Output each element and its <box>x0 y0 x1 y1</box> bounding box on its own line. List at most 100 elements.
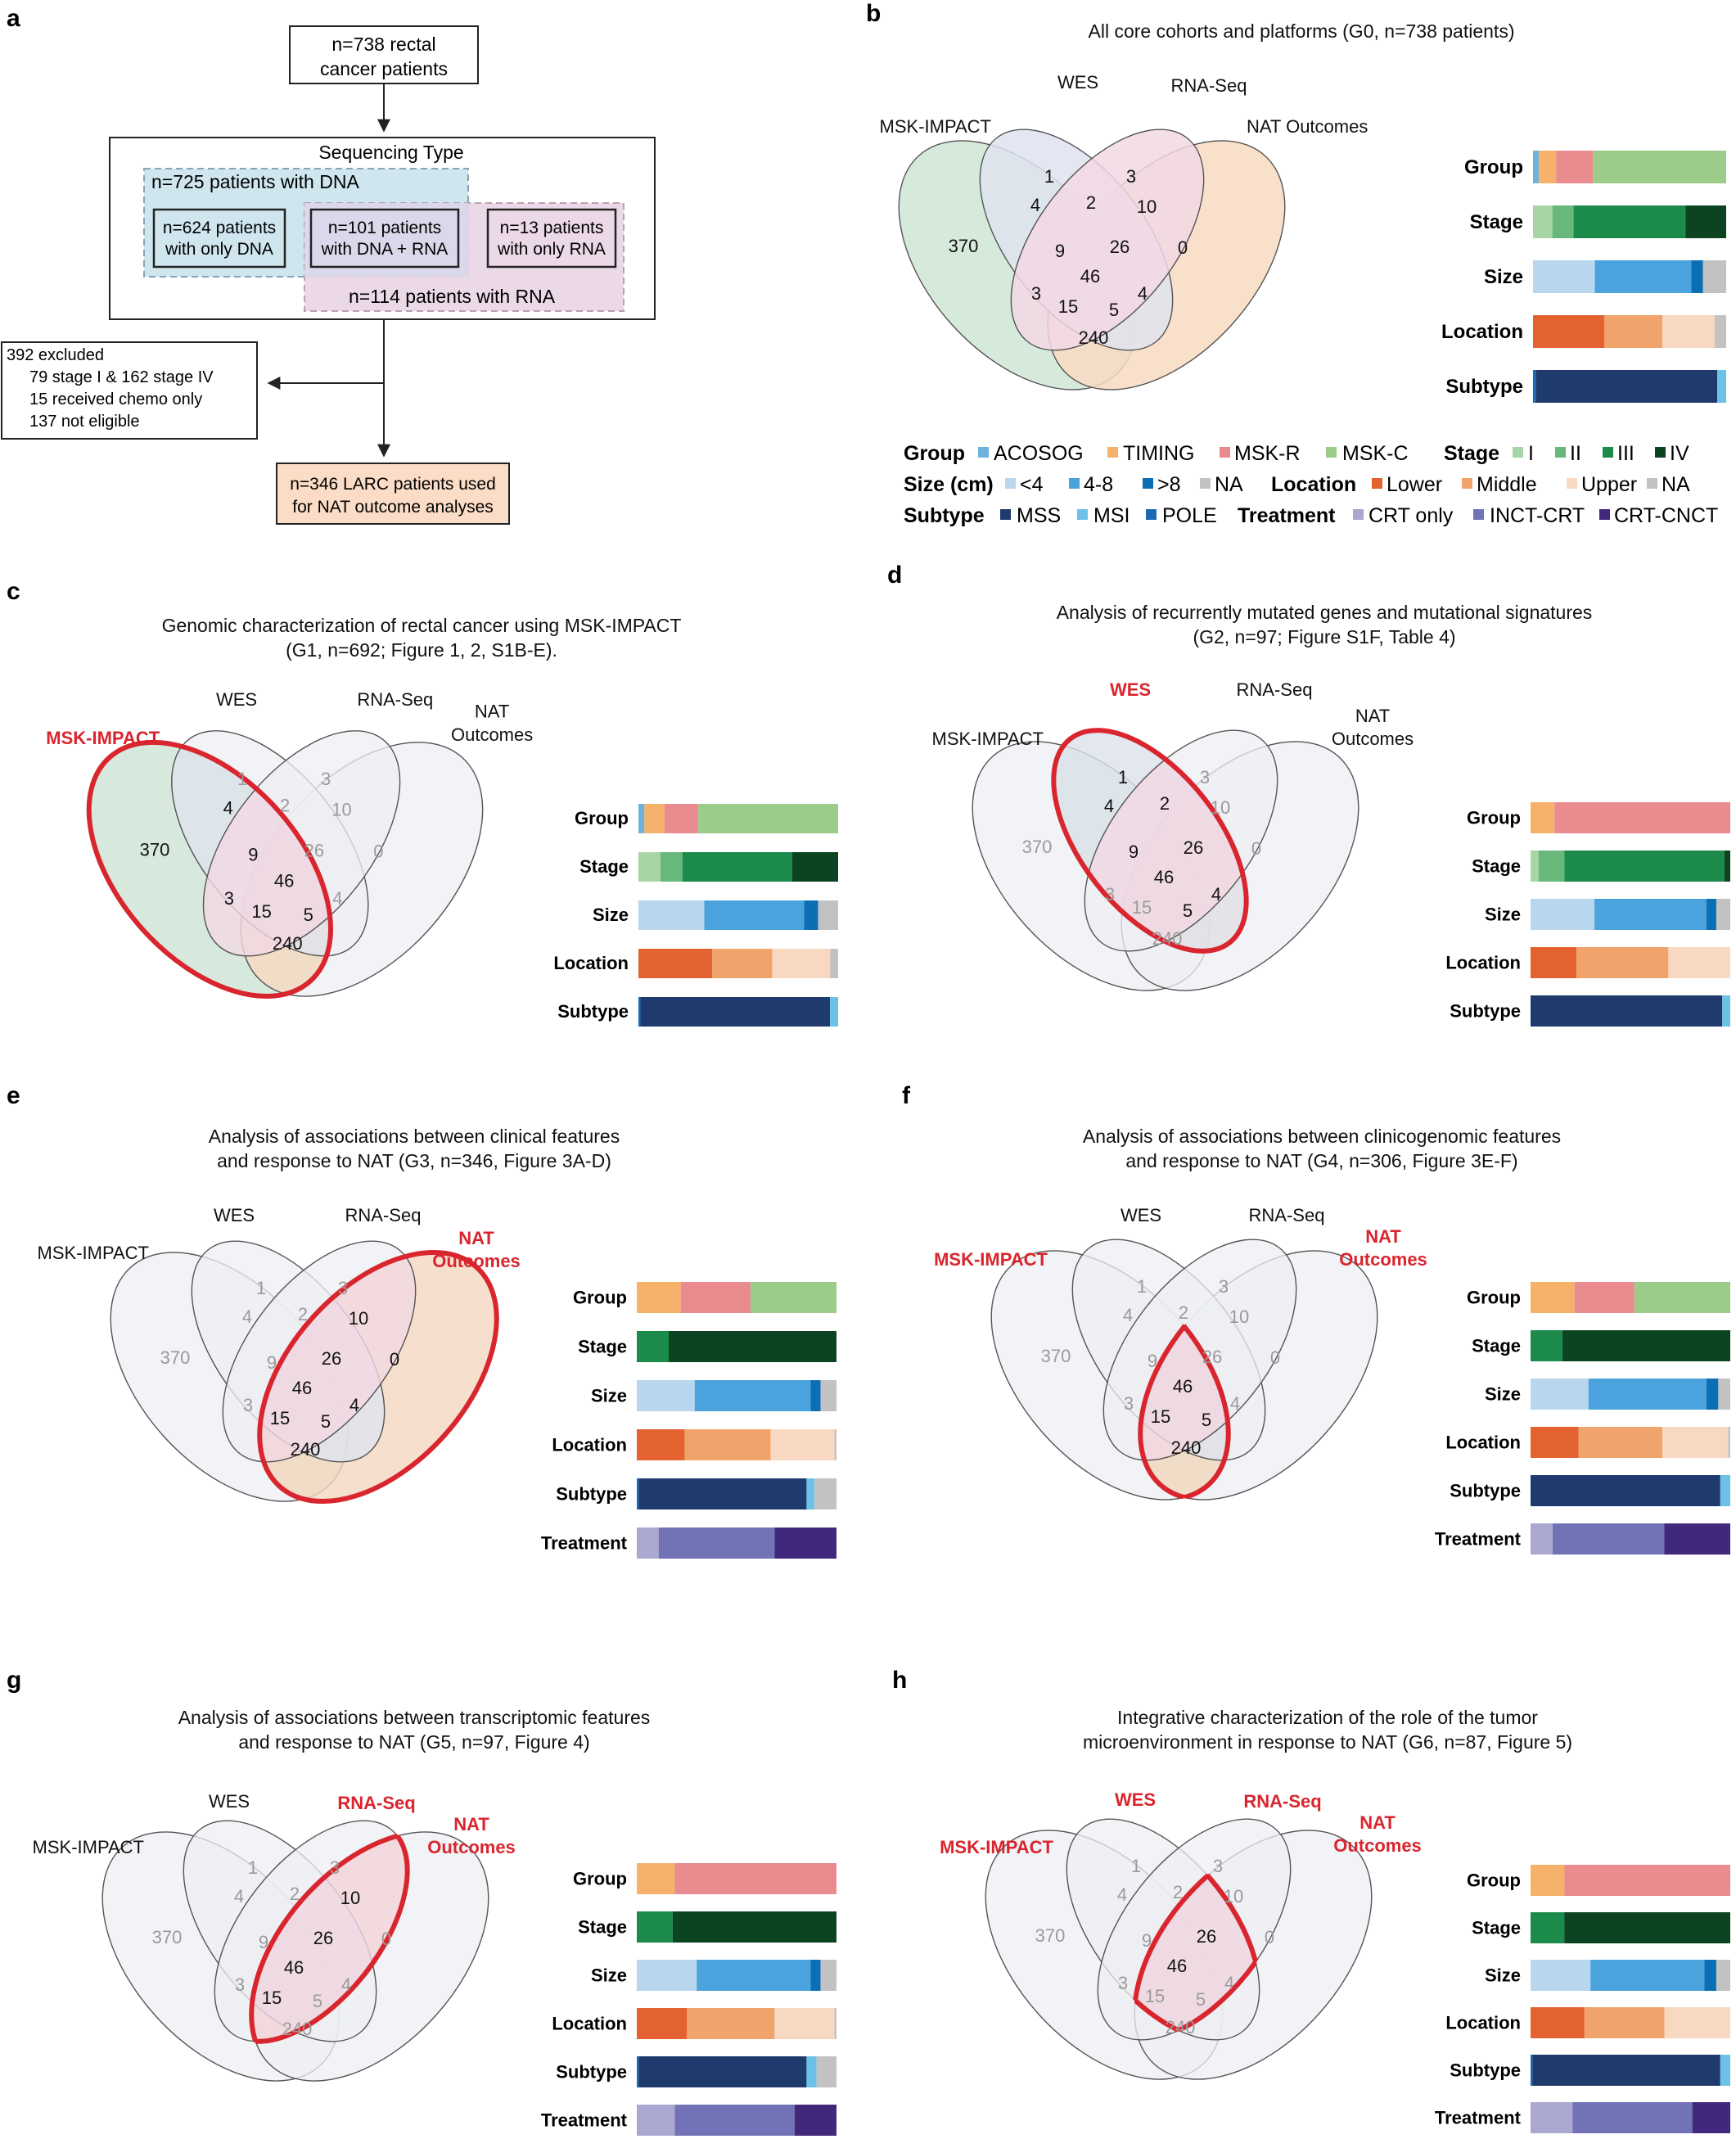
bars-b: Group Stage Size Location Subtype <box>1441 151 1726 403</box>
panel-title-d-1: Analysis of recurrently mutated genes an… <box>1057 602 1593 623</box>
legend-swatch <box>1000 509 1011 520</box>
bar-segment-location-lower <box>637 1429 685 1460</box>
panel-a: a n=738 rectal cancer patients Sequencin… <box>1 5 656 525</box>
venn-count-rna_only: 3 <box>1219 1276 1229 1297</box>
bar-segment-location-middle <box>1578 1427 1663 1458</box>
legend-location-middle: Middle <box>1477 473 1537 496</box>
legend-swatch <box>1567 478 1577 489</box>
venn-count-rna_only: 3 <box>1200 767 1210 787</box>
panel-letter: h <box>892 1667 907 1694</box>
venn-count-msk_wes_nat: 5 <box>1202 1410 1211 1430</box>
bar-segment-treatment-crt-only <box>1531 2102 1573 2133</box>
legend-swatch <box>1353 509 1364 520</box>
bar-segment-treatment-inct-crt <box>658 1528 775 1559</box>
bar-segment-size-na <box>820 1380 836 1411</box>
bars-f: Group Stage Size Location Subtype Treatment <box>1435 1282 1730 1555</box>
bar-segment-stage-i <box>638 852 661 882</box>
bar-label-treatment: Treatment <box>541 1533 628 1554</box>
venn-count-wes_only: 1 <box>1044 166 1054 187</box>
only-rna-line1: n=13 patients <box>500 219 604 237</box>
bar-segment-location-lower <box>1531 947 1577 978</box>
legend-swatch <box>1647 478 1657 489</box>
bar-segment-location-upper <box>772 949 831 978</box>
venn-label-msk: MSK-IMPACT <box>932 729 1044 749</box>
venn-label-wes: WES <box>1115 1789 1156 1810</box>
bar-segment-group-msk-r <box>664 804 699 833</box>
bar-segment-location-middle <box>1604 315 1663 348</box>
excluded-line3: 15 received chemo only <box>29 390 202 408</box>
legend-location-title: Location <box>1271 473 1356 496</box>
legend-treatment-inct: INCT-CRT <box>1490 504 1585 527</box>
venn-count-wes_only: 1 <box>1131 1856 1141 1876</box>
bar-label-location: Location <box>1445 953 1521 973</box>
bar-segment-stage-iii <box>682 852 792 882</box>
legend-stage-2: II <box>1570 442 1581 465</box>
bar-segment-size--8 <box>1706 1379 1719 1410</box>
venn-count-msk_wes_nat: 5 <box>321 1411 331 1432</box>
bar-segment-group-msk-c <box>1634 1282 1730 1313</box>
venn-count-msk_only: 370 <box>1041 1346 1071 1366</box>
legend-group-mskr: MSK-R <box>1234 442 1301 465</box>
venn-count-msk_wes_rna: 9 <box>267 1352 277 1373</box>
venn-label-msk: MSK-IMPACT <box>33 1837 144 1857</box>
bar-segment-size--8 <box>1691 260 1703 293</box>
panel-title-f-2: and response to NAT (G4, n=306, Figure 3… <box>1125 1150 1517 1171</box>
bar-segment-location-upper <box>1668 947 1730 978</box>
bar-segment-group-msk-r <box>680 1282 751 1313</box>
bar-segment-stage-iii <box>1531 1912 1565 1943</box>
bar-segment-stage-iv <box>1685 205 1726 238</box>
venn-count-msk_wes: 4 <box>234 1886 244 1907</box>
bar-segment-stage-ii <box>1552 205 1574 238</box>
venn-count-wes_only: 1 <box>1137 1276 1147 1297</box>
bar-segment-size-4-8 <box>1594 260 1692 293</box>
venn-count-nat_only: 0 <box>1178 237 1188 258</box>
dna-rna-line2: with DNA + RNA <box>321 240 449 259</box>
bar-label-stage: Stage <box>1470 211 1523 233</box>
legend-size-gt8: >8 <box>1157 473 1181 496</box>
venn-count-msk_rna: 3 <box>1031 283 1041 304</box>
only-dna-line2: with only DNA <box>165 240 273 259</box>
bar-label-subtype: Subtype <box>1450 1481 1521 1501</box>
venn-label-msk: MSK-IMPACT <box>880 116 991 137</box>
legend-group-title: Group <box>904 442 965 465</box>
bar-segment-group-acosog <box>1533 151 1540 183</box>
highlight-outline <box>86 739 333 999</box>
bar-label-size: Size <box>1485 1965 1521 1986</box>
bar-segment-subtype-msi <box>806 2056 817 2087</box>
venn-count-msk_nat: 240 <box>1166 2017 1196 2037</box>
bar-segment-size-4-8 <box>1588 1379 1707 1410</box>
dna-label: n=725 patients with DNA <box>151 171 359 192</box>
venn-count-msk_nat: 240 <box>282 2019 313 2039</box>
bar-segment-location-middle <box>684 1429 771 1460</box>
bar-label-group: Group <box>575 808 629 828</box>
venn-label-wes: WES <box>209 1791 250 1812</box>
bar-segment-subtype-na <box>814 1478 836 1509</box>
bar-segment-subtype-na <box>816 2056 836 2087</box>
bar-segment-group-msk-r <box>674 1863 836 1894</box>
venn-count-rna_nat: 10 <box>331 800 351 820</box>
venn-label-rna: RNA-Seq <box>345 1205 422 1225</box>
only-rna-box <box>486 208 617 269</box>
panel-letter: b <box>866 0 881 27</box>
bar-segment-stage-iv <box>1562 1330 1730 1361</box>
bar-segment-subtype-pole <box>1531 2055 1533 2086</box>
bar-segment-subtype-mss <box>1532 2055 1720 2086</box>
bar-label-size: Size <box>591 1386 627 1406</box>
panel-title-e-2: and response to NAT (G3, n=346, Figure 3… <box>217 1150 611 1171</box>
bar-label-group: Group <box>1467 808 1521 828</box>
sequencing-type-title: Sequencing Type <box>318 142 463 163</box>
venn-count-msk_only: 370 <box>949 236 979 256</box>
bar-label-stage: Stage <box>1472 1336 1521 1356</box>
bar-label-subtype: Subtype <box>557 1001 629 1022</box>
venn-count-msk_rna_nat: 15 <box>251 901 271 922</box>
legend-swatch <box>1603 447 1613 458</box>
bar-segment-location-na <box>830 949 838 978</box>
bar-segment-group-msk-c <box>698 804 838 833</box>
panel-title-g-1: Analysis of associations between transcr… <box>178 1707 651 1728</box>
venn-label-nat: NAT <box>1365 1226 1401 1247</box>
venn-count-all: 46 <box>292 1378 312 1398</box>
legend-treatment-title: Treatment <box>1238 504 1336 527</box>
venn-count-msk_wes_rna: 9 <box>248 845 258 865</box>
bar-segment-location-lower <box>1531 1427 1579 1458</box>
bar-segment-stage-ii <box>1538 851 1565 882</box>
